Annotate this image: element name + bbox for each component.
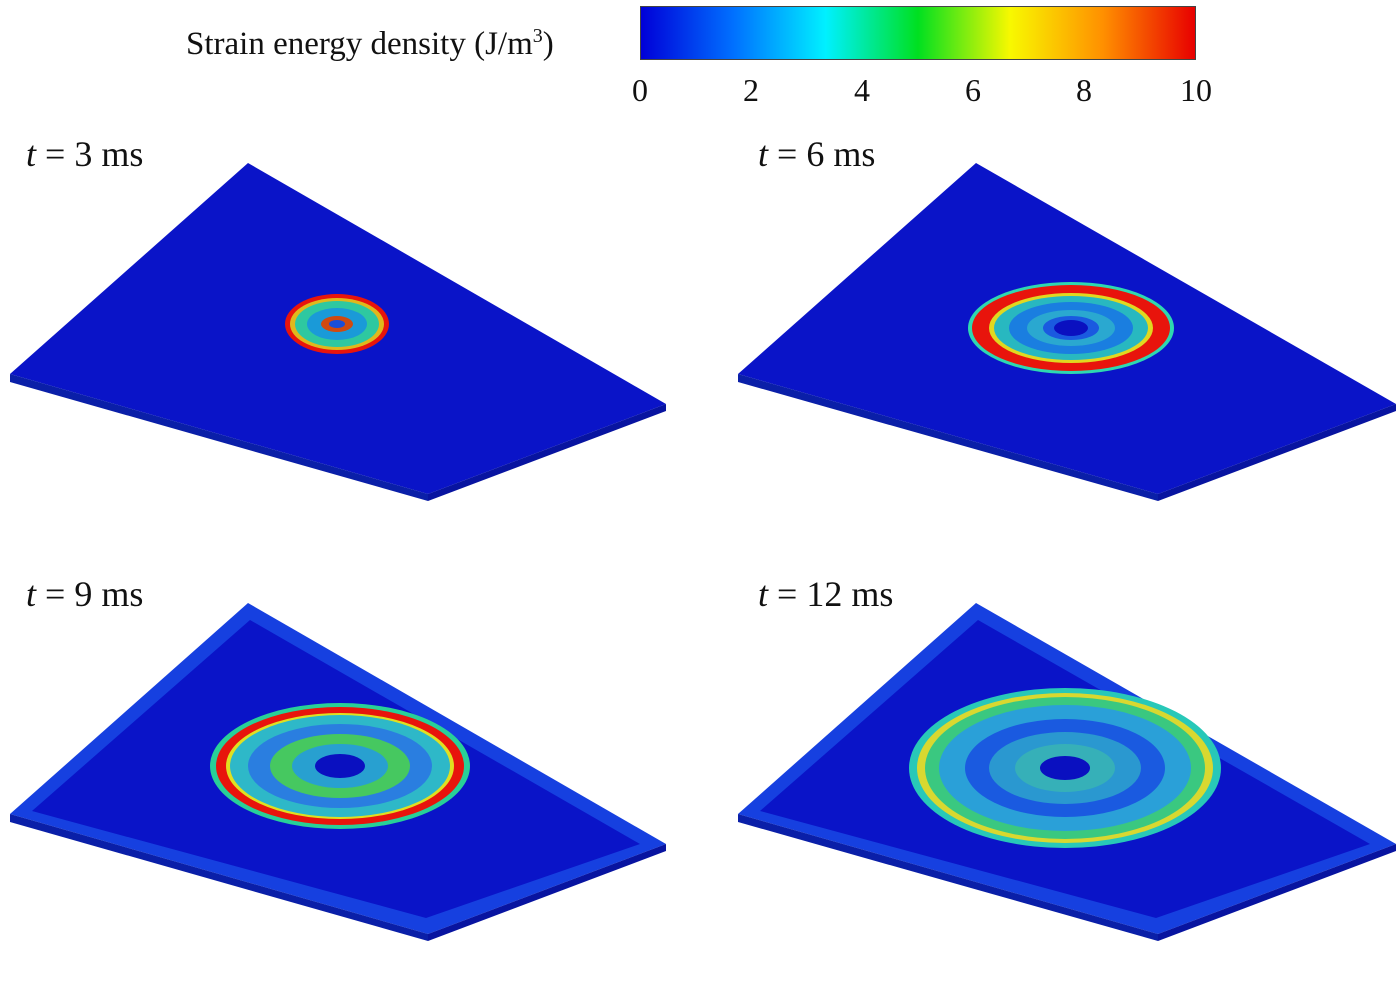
plate-contour-t3 <box>10 163 666 501</box>
colorbar-label: Strain energy density (J/m3) <box>186 25 554 62</box>
panel-time-label: t = 12 ms <box>758 574 894 614</box>
colorbar-tick: 2 <box>743 72 759 108</box>
panel-time-label: t = 9 ms <box>26 574 144 614</box>
colorbar-gradient <box>640 6 1196 60</box>
colorbar-tick: 10 <box>1180 72 1212 108</box>
plate-contour-t9 <box>10 603 666 941</box>
panel-t12: t = 12 ms <box>700 558 1400 988</box>
colorbar-tick: 8 <box>1076 72 1092 108</box>
colorbar-tick: 6 <box>965 72 981 108</box>
plate-contour-t12 <box>738 603 1396 941</box>
colorbar-tick: 0 <box>632 72 648 108</box>
colorbar: Strain energy density (J/m3) 0 2 4 6 8 1… <box>0 0 1400 115</box>
panel-time-label: t = 6 ms <box>758 134 876 174</box>
panel-time-label: t = 3 ms <box>26 134 144 174</box>
panel-t9: t = 9 ms <box>0 558 700 988</box>
colorbar-tick: 4 <box>854 72 870 108</box>
panel-t3: t = 3 ms <box>0 118 700 548</box>
panel-t6: t = 6 ms <box>700 118 1400 548</box>
plate-contour-t6 <box>738 163 1396 501</box>
